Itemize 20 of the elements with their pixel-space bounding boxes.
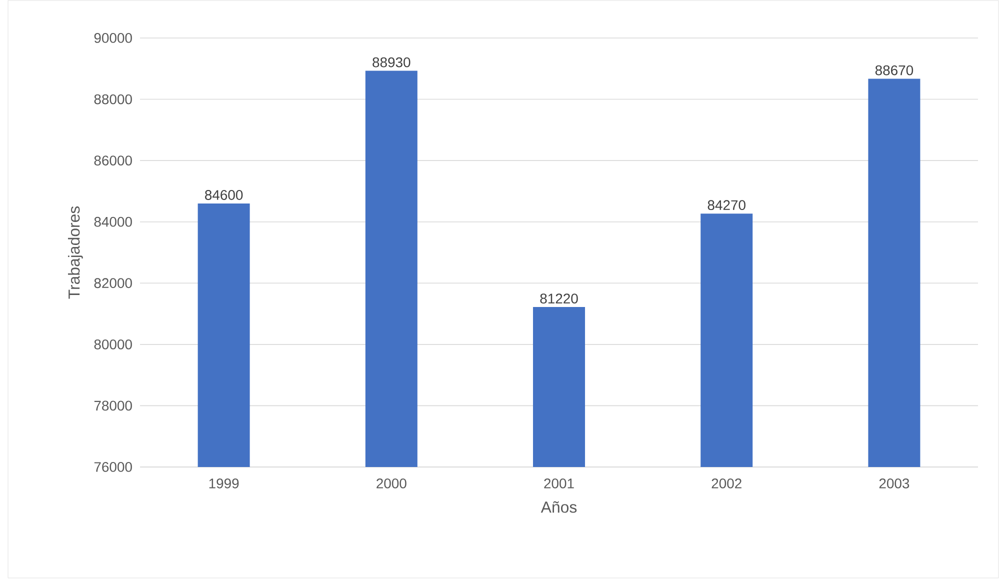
data-label: 84270: [708, 200, 746, 210]
data-label: 81220: [540, 294, 578, 304]
data-label: 84600: [205, 190, 243, 200]
y-tick-label: 88000: [94, 94, 132, 104]
data-label: 88930: [372, 57, 410, 68]
x-tick-label: 2001: [544, 478, 574, 488]
x-tick-label: 1999: [209, 478, 239, 488]
y-tick-label: 82000: [94, 278, 132, 288]
y-tick-label: 78000: [94, 400, 132, 411]
y-tick-label: 76000: [94, 462, 132, 472]
y-tick-label: 84000: [94, 216, 132, 227]
x-tick-label: 2002: [712, 478, 742, 488]
x-tick-label: 2003: [879, 478, 910, 488]
y-tick-label: 80000: [94, 339, 132, 350]
x-axis-title: Años: [540, 501, 577, 513]
y-tick-label: 90000: [94, 33, 132, 43]
y-axis-title: Trabajadores: [68, 206, 83, 299]
x-tick-label: 2000: [376, 478, 406, 488]
data-label: 88670: [875, 65, 914, 76]
y-tick-label: 86000: [94, 156, 132, 166]
